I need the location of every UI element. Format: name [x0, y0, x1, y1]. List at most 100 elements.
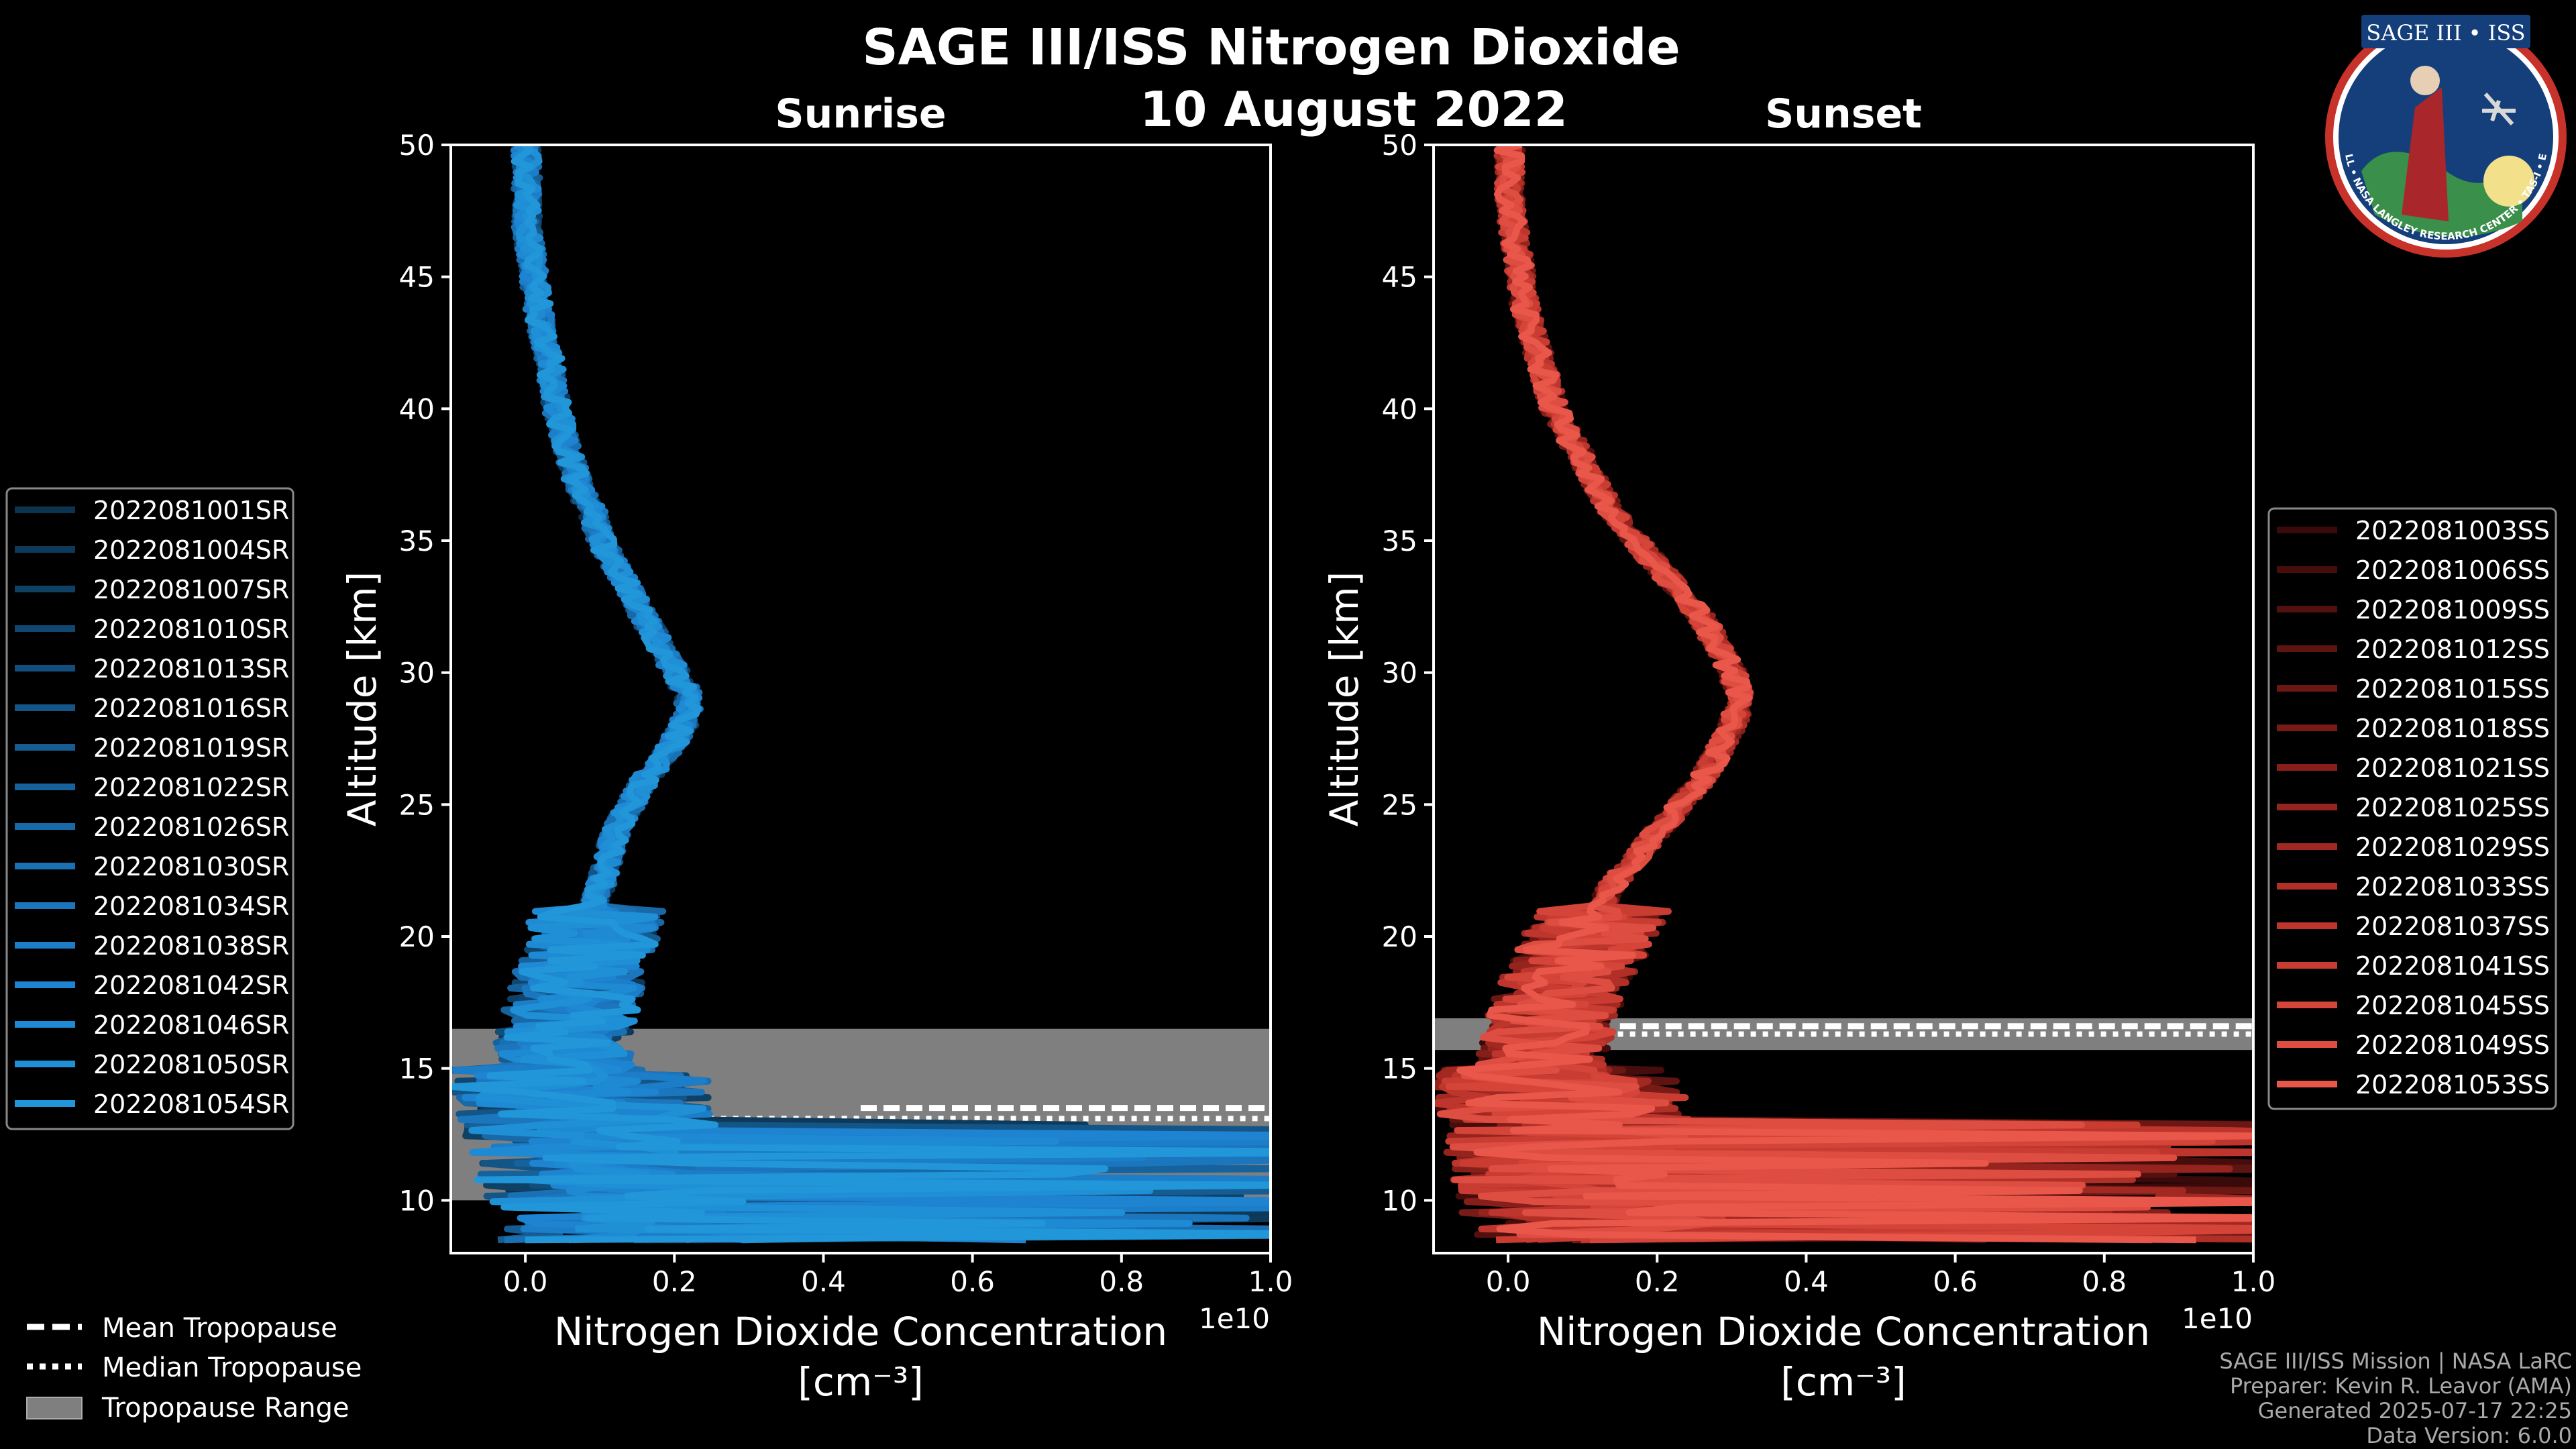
x-tick-label: 0.4 [1784, 1265, 1829, 1298]
sunrise-offset-label: 1e10 [1199, 1302, 1270, 1335]
sunrise-profiles [451, 145, 1271, 1244]
x-tick-label: 0.8 [2082, 1265, 2127, 1298]
legend-label-2022081050SR: 2022081050SR [93, 1050, 289, 1079]
logo-figure-head [2410, 66, 2440, 95]
footer-line-2: Preparer: Kevin R. Leavor (AMA) [2230, 1373, 2572, 1399]
sunset-xlabel: Nitrogen Dioxide Concentration [1537, 1309, 2150, 1354]
logo-title-plate [2361, 15, 2530, 48]
sunrise-legend-box [5, 487, 294, 1130]
legend-label-2022081009SS: 2022081009SS [2355, 595, 2550, 625]
footer-credits: SAGE III/ISS Mission | NASA LaRC Prepare… [2219, 1348, 2572, 1448]
legend-label-2022081012SS: 2022081012SS [2355, 635, 2550, 664]
sunset-xlabel-units: [cm⁻³] [1780, 1359, 1907, 1405]
y-tick-label: 20 [1382, 920, 1417, 953]
y-tick-label: 25 [1382, 788, 1417, 821]
legend-label-2022081025SS: 2022081025SS [2355, 793, 2550, 822]
y-tick-label: 35 [399, 525, 435, 557]
sunrise-ticks: 0.0 0.2 0.4 0.6 0.8 1.0 10 15 20 25 30 35 40 45 50 [399, 129, 1293, 1298]
figure-title: SAGE III/ISS Nitrogen Dioxide [862, 19, 1680, 76]
y-tick-label: 10 [1382, 1184, 1417, 1217]
x-tick-label: 0.0 [503, 1265, 548, 1298]
sunrise-axes-frame [449, 144, 1272, 1254]
sunset-offset-label: 1e10 [2182, 1302, 2253, 1335]
figure-date: 10 August 2022 [1140, 81, 1568, 138]
y-tick-label: 30 [1382, 657, 1417, 690]
x-tick-label: 0.6 [1933, 1265, 1978, 1298]
y-tick-label: 45 [1382, 261, 1417, 294]
legend-label-2022081016SR: 2022081016SR [93, 694, 289, 723]
x-tick-label: 0.6 [950, 1265, 995, 1298]
x-tick-label: 1.0 [2231, 1265, 2276, 1298]
legend-label-2022081053SS: 2022081053SS [2355, 1070, 2550, 1099]
y-tick-label: 30 [399, 657, 435, 690]
legend-median-label: Median Tropopause [102, 1352, 362, 1383]
sunset-ylabel: Altitude [km] [1322, 572, 1367, 826]
legend-label-2022081033SS: 2022081033SS [2355, 872, 2550, 902]
profile-line-2022081054SR [451, 145, 1271, 1244]
sunrise-subtitle: Sunrise [775, 91, 946, 138]
x-tick-label: 0.2 [1635, 1265, 1680, 1298]
sunrise-legend: 2022081001SR 2022081004SR 2022081007SR 2022… [5, 487, 294, 1130]
logo-figure-robe [2402, 87, 2449, 221]
legend-label-2022081019SR: 2022081019SR [93, 733, 289, 763]
x-tick-label: 0.4 [801, 1265, 846, 1298]
y-tick-label: 40 [399, 392, 435, 425]
legend-label-2022081022SR: 2022081022SR [93, 773, 289, 802]
y-tick-label: 20 [399, 920, 435, 953]
legend-label-2022081001SR: 2022081001SR [93, 496, 289, 525]
legend-range-swatch [26, 1397, 83, 1419]
sunrise-xlabel-units: [cm⁻³] [798, 1359, 924, 1405]
legend-label-2022081045SS: 2022081045SS [2355, 991, 2550, 1020]
legend-label-2022081004SR: 2022081004SR [93, 535, 289, 565]
legend-label-2022081010SR: 2022081010SR [93, 614, 289, 644]
sunrise-xlabel: Nitrogen Dioxide Concentration [554, 1309, 1167, 1354]
x-tick-label: 0.2 [652, 1265, 697, 1298]
y-tick-label: 10 [399, 1184, 435, 1217]
legend-label-2022081042SR: 2022081042SR [93, 971, 289, 1000]
sunset-axes-frame [1432, 144, 2255, 1254]
y-tick-label: 15 [1382, 1053, 1417, 1085]
legend-label-2022081037SS: 2022081037SS [2355, 912, 2550, 941]
y-tick-label: 40 [1382, 392, 1417, 425]
legend-label-2022081054SR: 2022081054SR [93, 1089, 289, 1119]
legend-label-2022081029SS: 2022081029SS [2355, 833, 2550, 862]
tropopause-legend: Mean Tropopause Median Tropopause Tropop… [26, 1313, 362, 1424]
y-tick-label: 50 [1382, 129, 1417, 162]
legend-range-label: Tropopause Range [101, 1393, 350, 1424]
y-tick-label: 35 [1382, 525, 1417, 557]
legend-mean-label: Mean Tropopause [102, 1313, 337, 1344]
logo-iss-icon [2482, 93, 2516, 125]
x-tick-label: 0.0 [1486, 1265, 1531, 1298]
x-tick-label: 0.8 [1099, 1265, 1144, 1298]
y-tick-label: 50 [399, 129, 435, 162]
sunrise-ylabel: Altitude [km] [339, 572, 385, 826]
y-tick-label: 25 [399, 788, 435, 821]
footer-line-3: Generated 2025-07-17 22:25 [2258, 1398, 2572, 1424]
legend-label-2022081015SS: 2022081015SS [2355, 674, 2550, 704]
legend-label-2022081026SR: 2022081026SR [93, 812, 289, 842]
sunset-ticks: 0.0 0.2 0.4 0.6 0.8 1.0 10 15 20 25 30 35 40 45 50 [1382, 129, 2276, 1298]
legend-label-2022081034SR: 2022081034SR [93, 892, 289, 921]
sunset-legend-box [2267, 507, 2557, 1110]
sunset-subtitle: Sunset [1765, 91, 1922, 138]
legend-label-2022081003SS: 2022081003SS [2355, 516, 2550, 545]
legend-label-2022081049SS: 2022081049SS [2355, 1030, 2550, 1060]
sunset-panel: Sunset 0.0 0.2 0.4 0.6 0.8 1.0 10 15 20 25 30 35 40 4… [1322, 91, 2276, 1405]
logo-title: SAGE III • ISS [2366, 20, 2525, 46]
legend-label-2022081006SS: 2022081006SS [2355, 555, 2550, 585]
y-tick-label: 15 [399, 1053, 435, 1085]
footer-line-4: Data Version: 6.0.0 [2366, 1423, 2572, 1448]
footer-line-1: SAGE III/ISS Mission | NASA LaRC [2219, 1348, 2572, 1374]
legend-label-2022081021SS: 2022081021SS [2355, 753, 2550, 783]
legend-label-2022081030SR: 2022081030SR [93, 852, 289, 881]
sunset-legend: 2022081003SS 2022081006SS 2022081009SS 2022… [2267, 507, 2557, 1110]
x-tick-label: 1.0 [1248, 1265, 1293, 1298]
sunrise-panel: Sunrise 0.0 0.2 0.4 0.6 0.8 1.0 10 15 20 25 30 35 40… [339, 91, 1293, 1405]
profile-line-2022081053SS [1456, 145, 2253, 1244]
legend-label-2022081013SR: 2022081013SR [93, 654, 289, 684]
logo-sun-icon [2483, 156, 2534, 207]
legend-label-2022081046SR: 2022081046SR [93, 1010, 289, 1040]
legend-label-2022081018SS: 2022081018SS [2355, 714, 2550, 743]
legend-label-2022081041SS: 2022081041SS [2355, 951, 2550, 981]
